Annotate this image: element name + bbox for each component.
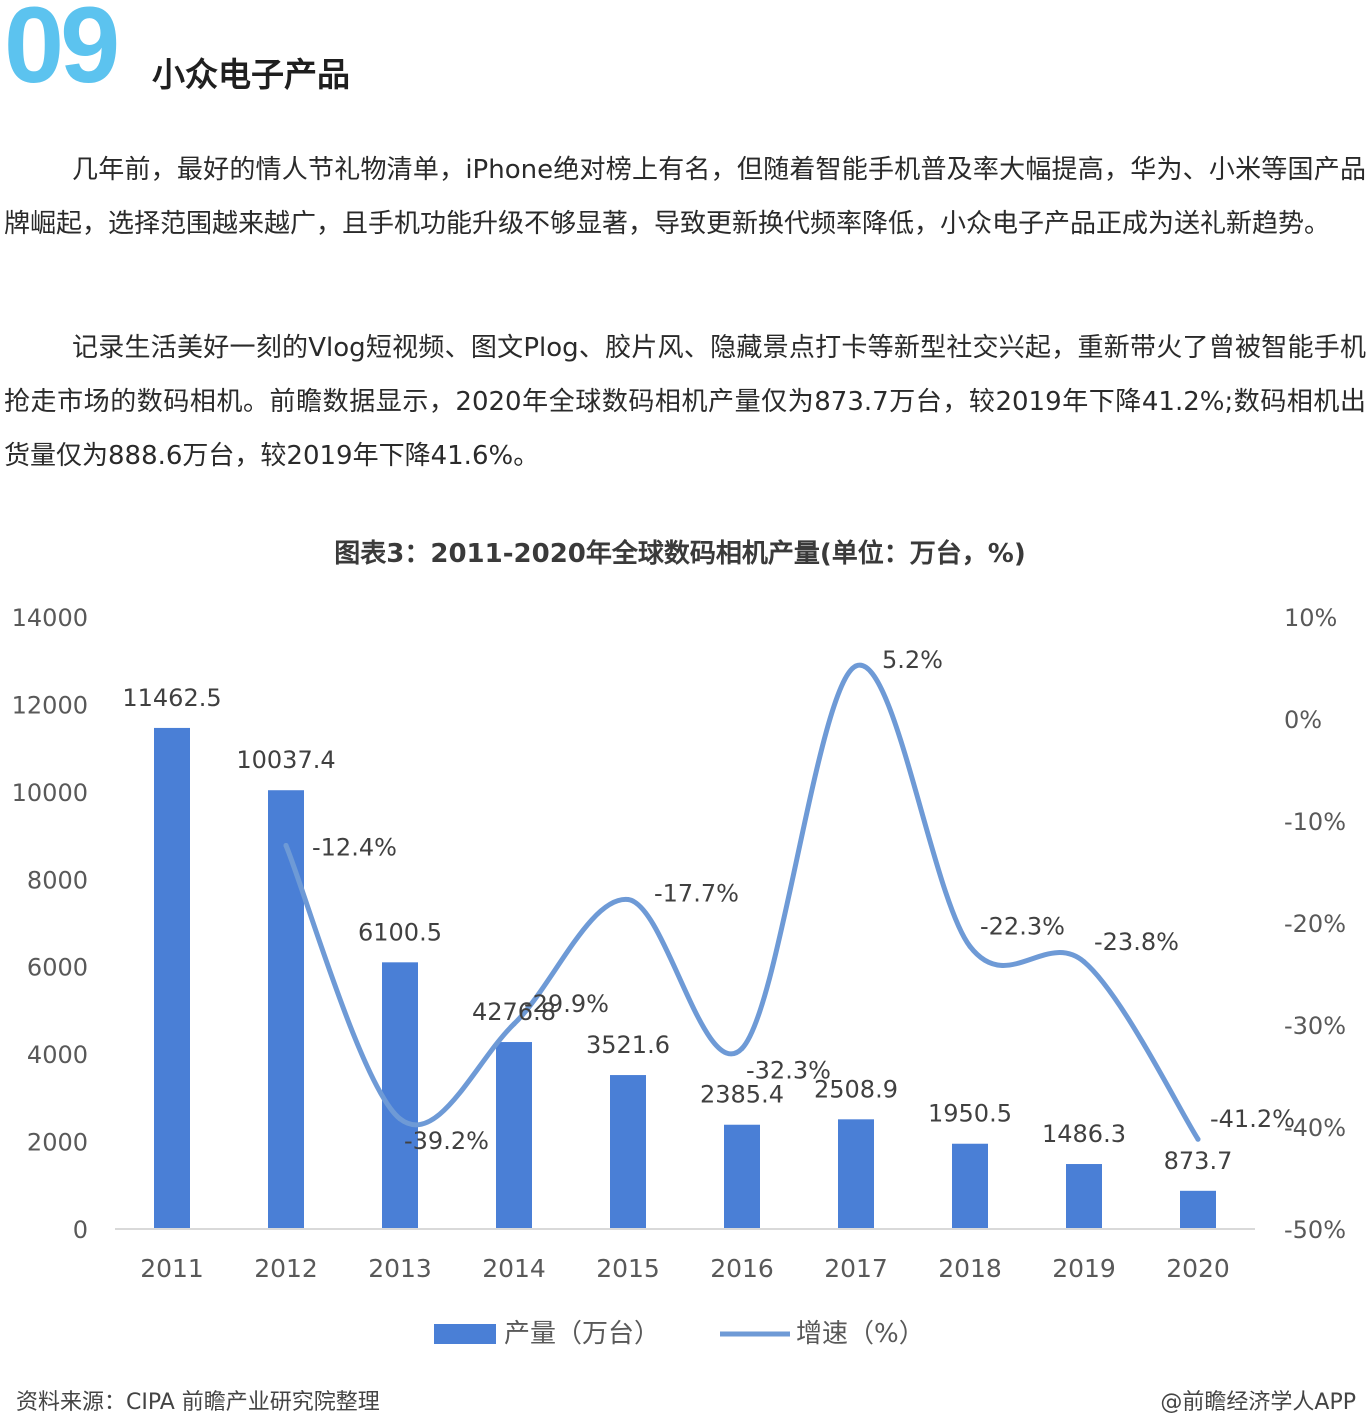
growth-point: [967, 943, 973, 949]
section-header: 09 小众电子产品: [4, 0, 704, 105]
growth-point: [1195, 1136, 1201, 1142]
bar-value-label: 6100.5: [358, 918, 442, 946]
bar: [1066, 1164, 1102, 1229]
x-tick-label: 2020: [1166, 1254, 1230, 1283]
bar: [1180, 1190, 1216, 1229]
chart-title: 图表3：2011-2020年全球数码相机产量(单位：万台，%): [334, 538, 1025, 569]
y-right-tick-label: -40%: [1284, 1114, 1346, 1142]
growth-value-label: -17.7%: [654, 880, 739, 908]
bar-value-label: 1950.5: [928, 1100, 1012, 1128]
bar: [154, 727, 190, 1229]
x-tick-label: 2014: [482, 1254, 546, 1283]
y-right-tick-label: -50%: [1284, 1216, 1346, 1244]
article-paragraph-2: 记录生活美好一刻的Vlog短视频、图文Plog、胶片风、隐藏景点打卡等新型社交兴…: [4, 333, 1366, 471]
y-right-tick-label: -30%: [1284, 1012, 1346, 1040]
x-tick-label: 2017: [824, 1254, 888, 1283]
bar-value-label: 10037.4: [236, 746, 335, 774]
bar: [268, 790, 304, 1229]
chart-source: 资料来源：CIPA 前瞻产业研究院整理: [16, 1390, 380, 1415]
bar: [382, 962, 418, 1229]
growth-value-label: -22.3%: [980, 912, 1065, 940]
growth-point: [283, 842, 289, 848]
y-left-tick-label: 4000: [27, 1041, 88, 1069]
growth-value-label: -29.9%: [524, 990, 609, 1018]
article-paragraph-1: 几年前，最好的情人节礼物清单，iPhone绝对榜上有名，但随着智能手机普及率大幅…: [4, 155, 1366, 239]
growth-point: [625, 897, 631, 903]
brand-watermark-text: @前瞻经济学人APP: [1160, 1390, 1356, 1415]
growth-value-label: -32.3%: [746, 1056, 831, 1084]
y-left-tick-label: 14000: [12, 604, 88, 632]
bar-value-label: 2385.4: [700, 1081, 784, 1109]
growth-point: [397, 1116, 403, 1122]
y-right-tick-label: -20%: [1284, 910, 1346, 938]
growth-value-label: -12.4%: [312, 833, 397, 861]
y-right-tick-label: 0%: [1284, 706, 1322, 734]
y-right-tick-label: -10%: [1284, 808, 1346, 836]
y-left-tick-label: 12000: [12, 691, 88, 719]
growth-point: [853, 663, 859, 669]
legend-bar-label: 产量（万台）: [504, 1319, 660, 1349]
y-left-tick-label: 0: [73, 1216, 88, 1244]
bar-value-label: 2508.9: [814, 1075, 898, 1103]
bar: [496, 1042, 532, 1229]
growth-point: [739, 1045, 745, 1051]
legend-bar-swatch: [434, 1324, 496, 1344]
y-right-tick-label: 10%: [1284, 604, 1337, 632]
growth-point: [511, 1021, 517, 1027]
section-title: 小众电子产品: [152, 55, 350, 94]
bar-value-label: 3521.6: [586, 1031, 670, 1059]
x-tick-label: 2018: [938, 1254, 1002, 1283]
x-tick-label: 2019: [1052, 1254, 1116, 1283]
bar-value-label: 873.7: [1164, 1147, 1233, 1175]
bar: [952, 1143, 988, 1229]
bar: [610, 1075, 646, 1229]
camera-production-chart: 0 2000 4000 6000 8000 10000 12000 14000 -50% -40%…: [0, 520, 1370, 1416]
y-left-tick-label: 10000: [12, 779, 88, 807]
growth-point: [1081, 959, 1087, 965]
x-tick-label: 2012: [254, 1254, 318, 1283]
bar: [838, 1119, 874, 1229]
growth-line: [283, 662, 1201, 1142]
bar: [724, 1124, 760, 1229]
y-left-tick-label: 6000: [27, 954, 88, 982]
growth-value-label: -23.8%: [1094, 928, 1179, 956]
growth-value-label: -39.2%: [404, 1127, 489, 1155]
x-tick-label: 2016: [710, 1254, 774, 1283]
growth-value-label: -41.2%: [1210, 1105, 1295, 1133]
x-tick-label: 2011: [140, 1254, 204, 1283]
bar-value-label: 1486.3: [1042, 1120, 1126, 1148]
bar-value-label: 4276.8: [472, 998, 556, 1026]
x-tick-label: 2013: [368, 1254, 432, 1283]
bar-value-label: 11462.5: [122, 684, 221, 712]
section-number: 09: [4, 0, 120, 105]
legend-line-label: 增速（%）: [796, 1319, 925, 1349]
y-left-tick-label: 2000: [27, 1129, 88, 1157]
x-tick-label: 2015: [596, 1254, 660, 1283]
y-left-tick-label: 8000: [27, 866, 88, 894]
growth-value-label: 5.2%: [882, 646, 943, 674]
chart-container: 0 2000 4000 6000 8000 10000 12000 14000 -50% -40%…: [0, 520, 1370, 1416]
